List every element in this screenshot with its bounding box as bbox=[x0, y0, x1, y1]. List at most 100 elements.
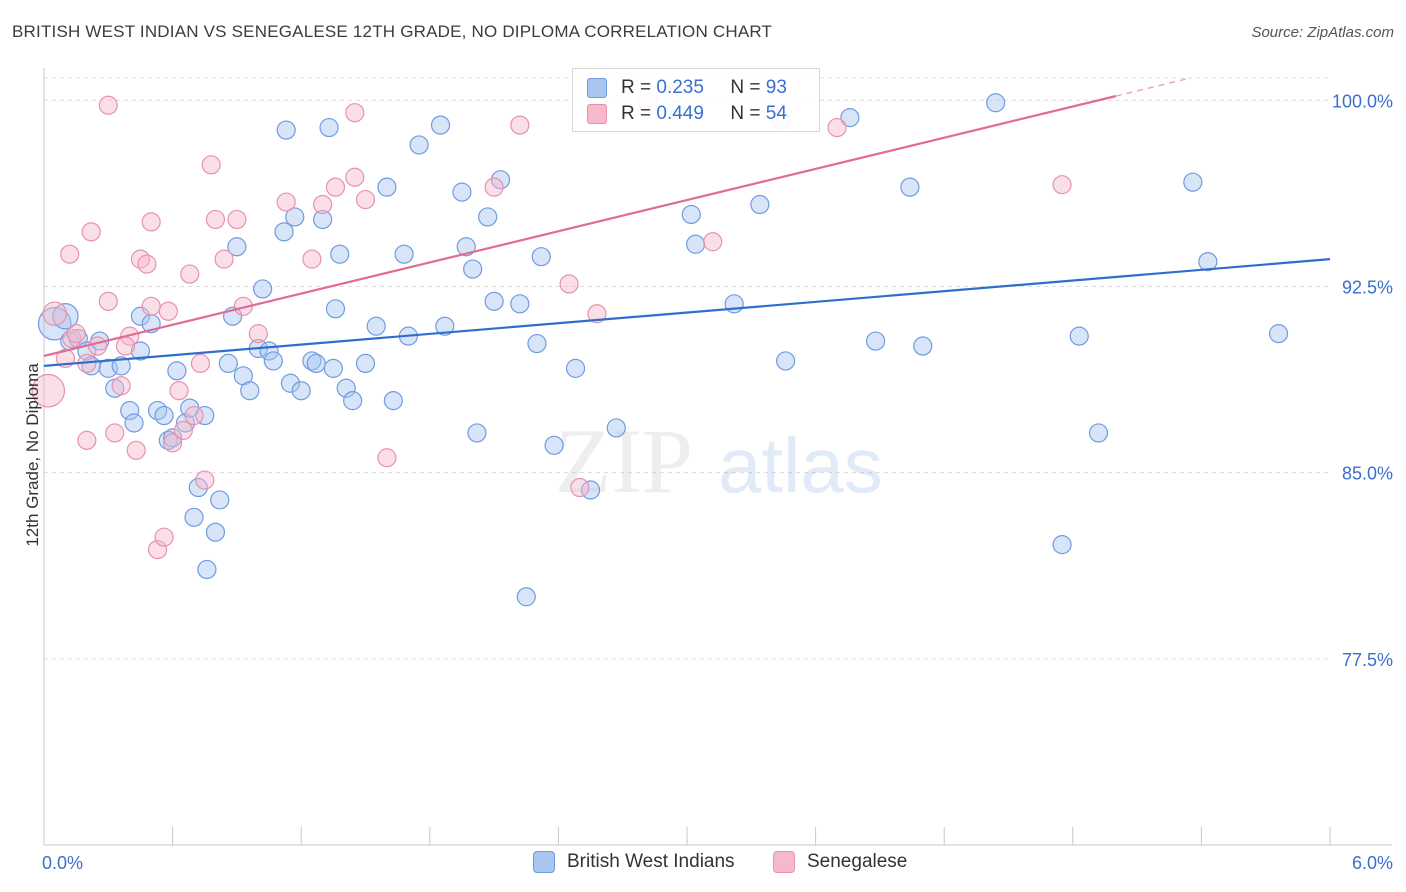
point-bwi-57 bbox=[430, 115, 451, 135]
point-sen-51 bbox=[60, 244, 80, 264]
y-tick-label-2: 85.0% bbox=[1342, 464, 1393, 484]
y-tick-label-0: 100.0% bbox=[1332, 91, 1393, 111]
point-bwi-80 bbox=[866, 331, 886, 351]
point-bwi-62 bbox=[467, 423, 487, 443]
point-sen-43 bbox=[587, 304, 607, 324]
point-sen-26 bbox=[201, 155, 221, 175]
point-sen-0 bbox=[31, 373, 66, 408]
point-sen-10 bbox=[111, 376, 131, 396]
point-bwi-15 bbox=[147, 400, 168, 421]
point-sen-15 bbox=[141, 212, 161, 232]
legend-item-british-west-indians[interactable]: British West Indians bbox=[533, 851, 735, 873]
point-bwi-32 bbox=[240, 381, 260, 401]
point-bwi-76 bbox=[750, 194, 770, 215]
stats-row-british-west-indians: R = 0.235 N = 93 bbox=[587, 76, 787, 100]
point-bwi-11 bbox=[124, 413, 144, 433]
point-bwi-37 bbox=[274, 222, 294, 242]
point-bwi-34 bbox=[253, 279, 273, 299]
legend-label: Senegalese bbox=[807, 851, 908, 872]
y-tick-label-3: 77.5% bbox=[1342, 650, 1393, 670]
point-bwi-88 bbox=[1198, 252, 1218, 272]
point-bwi-40 bbox=[285, 207, 305, 227]
point-sen-22 bbox=[180, 264, 200, 284]
point-bwi-51 bbox=[355, 353, 376, 374]
trend-line-senegalese bbox=[43, 95, 1116, 358]
point-sen-6 bbox=[81, 222, 101, 242]
point-bwi-16 bbox=[154, 405, 174, 426]
point-bwi-50 bbox=[343, 391, 363, 411]
chart-title: BRITISH WEST INDIAN VS SENEGALESE 12TH G… bbox=[12, 22, 773, 41]
point-bwi-68 bbox=[531, 247, 551, 267]
point-sen-29 bbox=[227, 209, 247, 230]
point-bwi-86 bbox=[1088, 423, 1109, 443]
point-bwi-53 bbox=[377, 177, 397, 197]
point-sen-35 bbox=[325, 177, 346, 197]
point-bwi-39 bbox=[280, 373, 301, 393]
point-bwi-87 bbox=[1183, 172, 1203, 192]
point-sen-4 bbox=[66, 324, 86, 344]
point-bwi-74 bbox=[685, 234, 706, 254]
point-sen-25 bbox=[195, 470, 215, 490]
point-bwi-45 bbox=[319, 117, 339, 138]
point-sen-1 bbox=[42, 301, 68, 327]
source-credit: Source: ZipAtlas.com bbox=[1251, 24, 1394, 41]
point-sen-46 bbox=[827, 117, 847, 138]
point-bwi-26 bbox=[205, 522, 226, 542]
point-bwi-69 bbox=[544, 435, 564, 455]
point-sen-16 bbox=[147, 539, 168, 560]
point-bwi-52 bbox=[366, 316, 386, 336]
r-value: 0.235 bbox=[656, 77, 704, 98]
blue-swatch-icon bbox=[587, 78, 607, 98]
data-points bbox=[31, 93, 1289, 607]
point-bwi-78 bbox=[775, 351, 796, 371]
tick-labels: 100.0% 92.5% 85.0% 77.5% 0.0% 6.0% bbox=[42, 91, 1393, 873]
point-bwi-1 bbox=[52, 303, 79, 330]
point-bwi-73 bbox=[681, 204, 701, 225]
r-label: R = bbox=[621, 77, 652, 98]
point-bwi-83 bbox=[986, 93, 1006, 113]
point-bwi-49 bbox=[336, 378, 356, 398]
point-sen-9 bbox=[105, 423, 125, 443]
point-bwi-41 bbox=[291, 381, 311, 401]
point-bwi-28 bbox=[218, 353, 238, 374]
legend-item-senegalese[interactable]: Senegalese bbox=[773, 851, 907, 873]
point-bwi-54 bbox=[383, 391, 403, 411]
point-sen-38 bbox=[377, 448, 397, 468]
point-bwi-46 bbox=[323, 358, 343, 378]
stats-legend: R = 0.235 N = 93 R = 0.449 N = 54 bbox=[572, 68, 820, 132]
x-tick-label-0: 0.0% bbox=[42, 853, 83, 873]
axes bbox=[43, 68, 1392, 846]
watermark-zip: ZIP bbox=[555, 410, 693, 512]
point-bwi-12 bbox=[130, 341, 151, 361]
pink-swatch-icon bbox=[773, 851, 795, 873]
point-bwi-65 bbox=[490, 170, 511, 190]
point-sen-12 bbox=[126, 440, 146, 460]
point-bwi-63 bbox=[478, 207, 498, 227]
point-sen-33 bbox=[302, 249, 322, 269]
r-label: R = bbox=[621, 103, 652, 124]
watermark-atlas: atlas bbox=[718, 421, 883, 509]
point-sen-50 bbox=[141, 296, 161, 316]
point-bwi-61 bbox=[463, 259, 483, 279]
point-sen-19 bbox=[163, 433, 183, 453]
point-bwi-60 bbox=[456, 237, 476, 257]
point-sen-53 bbox=[77, 430, 97, 450]
n-value: 54 bbox=[765, 103, 787, 124]
point-sen-27 bbox=[205, 209, 226, 230]
legend-label: British West Indians bbox=[567, 851, 735, 872]
n-label: N = bbox=[730, 77, 761, 98]
point-bwi-67 bbox=[527, 333, 547, 354]
point-bwi-79 bbox=[840, 108, 860, 128]
r-value: 0.449 bbox=[656, 103, 704, 124]
point-bwi-25 bbox=[197, 559, 217, 580]
point-sen-42 bbox=[570, 477, 590, 498]
point-sen-45 bbox=[703, 232, 723, 252]
point-sen-28 bbox=[214, 249, 234, 269]
point-sen-21 bbox=[173, 420, 193, 441]
point-sen-31 bbox=[248, 324, 268, 344]
point-sen-48 bbox=[98, 95, 118, 115]
x-tick-label-1: 6.0% bbox=[1352, 853, 1393, 873]
point-bwi-10 bbox=[120, 400, 140, 421]
point-sen-47 bbox=[1052, 175, 1072, 195]
